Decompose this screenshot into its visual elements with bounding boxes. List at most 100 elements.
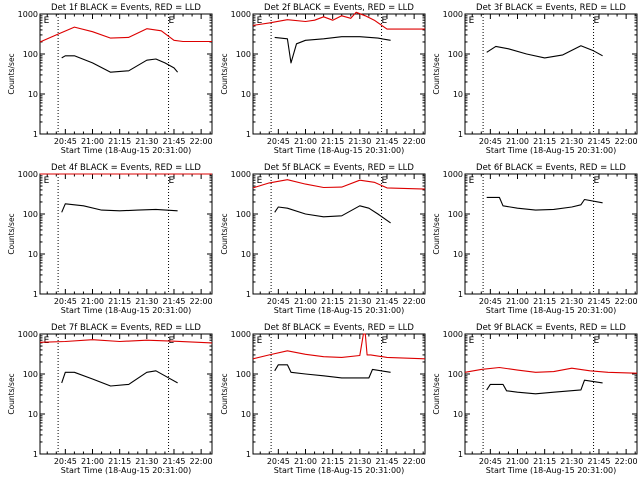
y-tick-label: 10 <box>28 90 38 99</box>
y-tick-label: 1000 <box>443 170 463 179</box>
x-tick-label: 21:00 <box>294 137 317 146</box>
chart-panel-4: Det 4f BLACK = Events, RED = LLD 1 10 100 10… <box>7 163 213 315</box>
y-tick-label: 10 <box>241 90 251 99</box>
x-tick-label: 21:15 <box>321 137 344 146</box>
chart-panel-7: Det 7f BLACK = Events, RED = LLD 1 10 100 10… <box>7 323 213 475</box>
plot-frame <box>464 173 638 295</box>
x-tick-label: 20:45 <box>479 137 502 146</box>
plot-frame <box>464 333 638 455</box>
y-tick-label: 1000 <box>231 10 251 19</box>
x-tick-label: 21:45 <box>162 297 185 306</box>
x-tick-label: 22:00 <box>615 137 638 146</box>
x-axis-label: Start Time (18-Aug-15 20:31:00) <box>486 306 617 315</box>
y-tick-label: 10 <box>453 410 463 419</box>
events-series-line <box>486 379 603 395</box>
y-tick-label: 100 <box>23 210 38 219</box>
x-tick-label: 21:15 <box>533 137 556 146</box>
y-tick-label: 100 <box>448 50 463 59</box>
x-tick-label: 20:45 <box>267 137 290 146</box>
y-axis-label: Counts/sec <box>432 53 441 94</box>
y-tick-label: 100 <box>236 210 251 219</box>
plot-frame <box>39 333 213 455</box>
y-tick-label: 10 <box>28 410 38 419</box>
x-tick-label: 21:30 <box>348 137 371 146</box>
x-axis-label: Start Time (18-Aug-15 20:31:00) <box>274 306 405 315</box>
x-tick-label: 21:45 <box>162 457 185 466</box>
x-axis-label: Start Time (18-Aug-15 20:31:00) <box>61 466 192 475</box>
y-axis-label: Counts/sec <box>432 213 441 254</box>
x-tick-label: 21:45 <box>587 457 610 466</box>
x-tick-label: 22:00 <box>190 137 213 146</box>
chart-title: Det 9f BLACK = Events, RED = LLD <box>476 323 626 333</box>
chart-title: Det 8f BLACK = Events, RED = LLD <box>264 323 414 333</box>
events-series-line <box>61 370 178 387</box>
x-tick-label: 21:45 <box>375 457 398 466</box>
event-marker-label: E <box>257 176 263 186</box>
x-tick-label: 20:45 <box>54 137 77 146</box>
y-tick-label: 100 <box>448 370 463 379</box>
y-tick-label: 1000 <box>443 330 463 339</box>
y-tick-label: 10 <box>453 90 463 99</box>
x-tick-label: 21:15 <box>108 297 131 306</box>
events-series-line <box>61 55 179 73</box>
x-tick-label: 21:15 <box>321 457 344 466</box>
x-tick-label: 21:45 <box>587 297 610 306</box>
x-tick-label: 21:30 <box>348 457 371 466</box>
y-tick-label: 1 <box>458 130 463 139</box>
x-tick-label: 20:45 <box>479 457 502 466</box>
event-marker-label: E <box>44 16 50 26</box>
y-tick-label: 10 <box>453 250 463 259</box>
x-tick-label: 21:15 <box>533 457 556 466</box>
chart-panel-9: Det 9f BLACK = Events, RED = LLD 1 10 100 10… <box>432 323 638 475</box>
y-tick-label: 1 <box>33 290 38 299</box>
y-tick-label: 100 <box>236 370 251 379</box>
x-tick-label: 22:00 <box>403 457 426 466</box>
x-tick-label: 20:45 <box>54 297 77 306</box>
x-tick-label: 21:00 <box>294 457 317 466</box>
x-axis-label: Start Time (18-Aug-15 20:31:00) <box>486 146 617 155</box>
chart-panel-5: Det 5f BLACK = Events, RED = LLD 1 10 100 10… <box>220 163 426 315</box>
events-series-line <box>61 203 178 213</box>
lld-series-line <box>252 11 425 30</box>
y-tick-label: 100 <box>23 50 38 59</box>
x-tick-label: 21:45 <box>375 297 398 306</box>
chart-panel-1: Det 1f BLACK = Events, RED = LLD 1 10 100 10… <box>7 3 213 155</box>
lld-series-line <box>252 333 426 360</box>
x-tick-label: 21:45 <box>375 137 398 146</box>
y-tick-label: 100 <box>448 210 463 219</box>
event-marker-label: E <box>594 176 600 186</box>
y-axis-label: Counts/sec <box>220 53 229 94</box>
y-tick-label: 100 <box>236 50 251 59</box>
event-marker-label: E <box>594 16 600 26</box>
plot-frame <box>464 13 638 135</box>
event-marker-label: E <box>382 176 388 186</box>
chart-panel-3: Det 3f BLACK = Events, RED = LLD 1 10 100 10… <box>432 3 638 155</box>
x-axis-label: Start Time (18-Aug-15 20:31:00) <box>486 466 617 475</box>
y-tick-label: 1000 <box>18 170 38 179</box>
y-tick-label: 1 <box>246 130 251 139</box>
x-tick-label: 21:00 <box>81 137 104 146</box>
x-tick-label: 21:15 <box>533 297 556 306</box>
y-tick-label: 1 <box>458 290 463 299</box>
event-marker-label: E <box>44 336 50 346</box>
plot-frame <box>39 13 213 135</box>
x-tick-label: 21:00 <box>506 457 529 466</box>
x-tick-label: 20:45 <box>54 457 77 466</box>
x-tick-label: 21:30 <box>135 457 158 466</box>
y-tick-label: 1 <box>33 130 38 139</box>
event-marker-label: E <box>169 16 175 26</box>
x-tick-label: 21:15 <box>108 457 131 466</box>
y-tick-label: 1000 <box>231 330 251 339</box>
plot-frame <box>252 333 426 455</box>
x-axis-label: Start Time (18-Aug-15 20:31:00) <box>274 146 405 155</box>
x-axis-label: Start Time (18-Aug-15 20:31:00) <box>274 466 405 475</box>
event-marker-label: E <box>44 176 50 186</box>
x-tick-label: 22:00 <box>190 297 213 306</box>
x-tick-label: 20:45 <box>267 457 290 466</box>
x-tick-label: 21:00 <box>506 137 529 146</box>
x-tick-label: 21:45 <box>162 137 185 146</box>
plot-frame <box>39 173 213 295</box>
events-series-line <box>274 364 391 379</box>
y-axis-label: Counts/sec <box>220 373 229 414</box>
